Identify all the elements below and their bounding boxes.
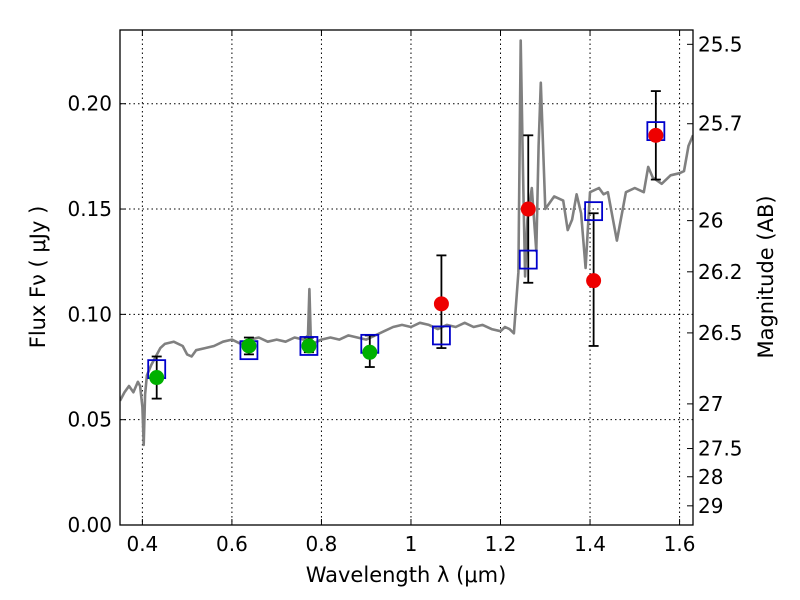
y-tick-label: 0.00 [67, 513, 112, 537]
synthetic-photometry-square [518, 249, 538, 270]
x-tick-label: 1 [405, 532, 418, 556]
y-axis-label: Flux Fν ( μJy ) [26, 206, 50, 349]
x-tick-label: 0.4 [126, 532, 158, 556]
grid-lines [120, 30, 693, 526]
y2-tick-label: 26.2 [698, 260, 743, 284]
y2-tick-label: 29 [698, 494, 723, 518]
y2-tick-label: 27 [698, 392, 723, 416]
y2-tick-label: 25.7 [698, 112, 743, 136]
nearir-detection-point [648, 127, 664, 143]
nearir-detection-point [520, 201, 536, 217]
y2-tick-label: 28 [698, 465, 723, 489]
y2-tick-label: 25.5 [698, 32, 743, 56]
x-tick-label: 0.8 [306, 532, 338, 556]
y2-tick-label: 26.5 [698, 321, 743, 345]
x-tick-label: 1.4 [574, 532, 606, 556]
axis-ticks [120, 30, 693, 526]
y-tick-label: 0.20 [67, 92, 112, 116]
model-spectrum-layer [120, 39, 693, 447]
x-tick-label: 1.2 [485, 532, 517, 556]
y2-axis-label: Magnitude (AB) [754, 195, 778, 358]
plot-frame [119, 29, 694, 526]
y2-tick-label: 26 [698, 209, 723, 233]
tick-labels: 0.4 0.6 0.8 1 1.2 1.4 1.6 0.00 0.05 0.10 0.15 0.20 2… [67, 32, 742, 556]
optical-detection-point [149, 370, 165, 386]
synthetic-photometry-square [432, 325, 451, 346]
synthetic-photometry-square [299, 336, 319, 356]
x-tick-label: 0.6 [216, 532, 248, 556]
x-tick-label: 1.6 [664, 532, 696, 556]
y-tick-label: 0.10 [67, 302, 112, 326]
y-tick-label: 0.05 [67, 408, 112, 432]
nearir-detection-point [433, 296, 449, 312]
optical-detection-point [362, 344, 378, 360]
nearir-detection-point [586, 273, 602, 289]
model-spectrum-line [120, 39, 693, 447]
y2-tick-label: 27.5 [698, 437, 743, 461]
optical-detection-point [301, 338, 317, 354]
synthetic-photometry-square [584, 201, 604, 222]
optical-detection-point [241, 338, 257, 354]
x-axis-label: Wavelength λ (μm) [306, 563, 507, 587]
marker-layer [147, 121, 666, 386]
y-tick-label: 0.15 [67, 197, 112, 221]
